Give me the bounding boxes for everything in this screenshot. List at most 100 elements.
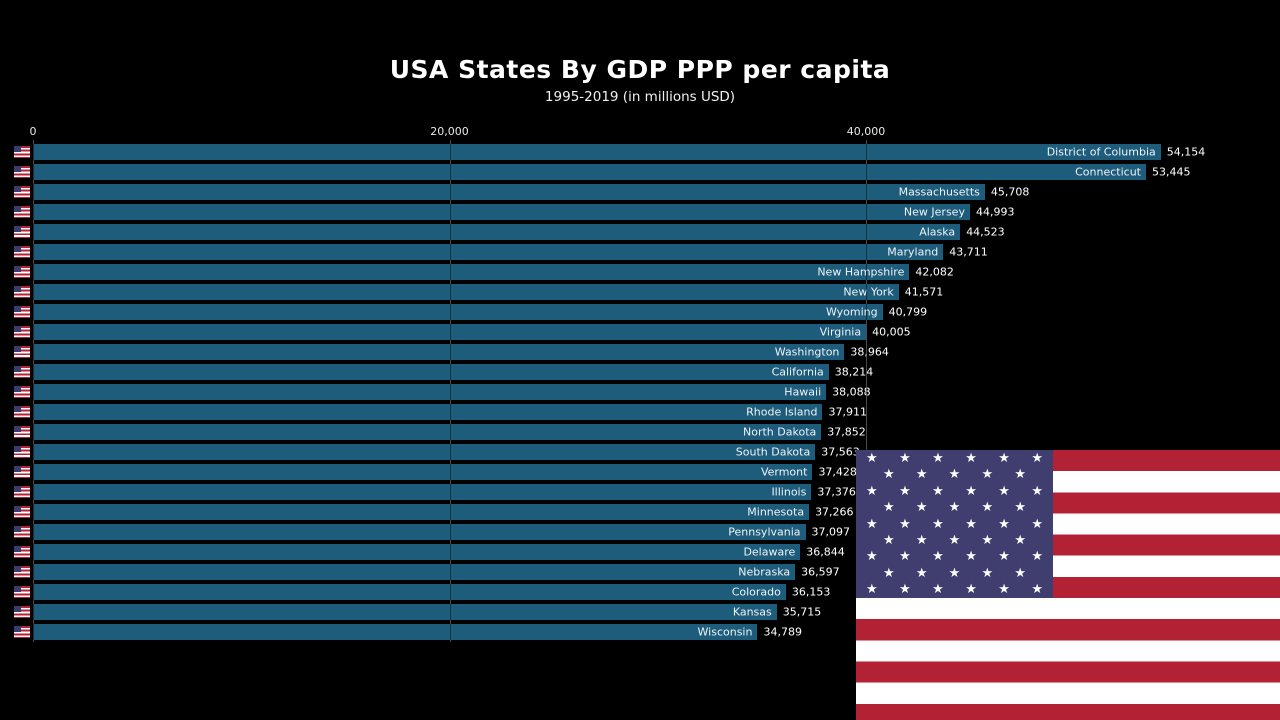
flag-canton-icon [14,346,21,352]
bar-category-label: Rhode Island [746,405,818,419]
bar-category-label: Virginia [819,325,862,339]
bar-value-label: 35,715 [782,605,822,619]
bar-row: South Dakota 37,563 [0,442,1280,462]
bar: Wyoming [33,304,883,320]
bar-category-label: Washington [774,345,840,359]
axis-tick-label: 40,000 [846,125,886,138]
star-icon: ★ [899,582,911,598]
bar-row: New Hampshire 42,082 [0,262,1280,282]
axis-tick-label: 20,000 [430,125,469,138]
flag-canton-icon [14,606,21,612]
star-icon: ★ [965,549,977,565]
star-icon: ★ [866,549,878,565]
star-icon: ★ [998,516,1010,532]
star-icon: ★ [899,450,911,466]
star-icon: ★ [883,532,895,548]
star-icon: ★ [1014,467,1026,483]
star-icon: ★ [981,532,994,548]
us-flag-icon [14,226,30,238]
bar: Pennsylvania [33,524,806,540]
bar-value-label: 37,911 [828,405,867,419]
flag-canton-icon [14,326,21,332]
bar: Alaska [33,224,961,240]
star-icon: ★ [866,582,878,598]
star-icon: ★ [981,565,994,581]
flag-canton-icon [14,386,21,392]
bar-value-label: 37,428 [818,465,857,479]
bar-value-label: 40,799 [888,305,928,319]
bar-value-label: 37,376 [817,485,856,499]
bar-row: District of Columbia 54,154 [0,142,1280,162]
us-flag-watermark: ★ ★ ★ ★ ★ ★ ★ ★ ★ ★ ★ ★ ★ ★ ★ ★ ★ ★ ★ ★ ★ ★ ★ ★ ★ ★ ★ ★ ★ ★ ★ ★ ★ ★ ★ ★ ★ ★ ★ ★… [856,450,1280,720]
bar: Illinois [33,484,812,500]
bar: Maryland [33,244,944,260]
bar-category-label: New Hampshire [817,265,905,279]
bar-row: Alaska 44,523 [0,222,1280,242]
bar-category-label: Kansas [732,605,772,619]
bar-value-label: 42,082 [915,265,954,279]
flag-canton-icon [14,506,21,512]
bar-row: Illinois 37,376 [0,482,1280,502]
us-flag-icon [14,366,30,378]
bar: Nebraska [33,564,796,580]
us-flag-icon [14,586,30,598]
star-icon: ★ [1031,549,1043,565]
us-flag-icon [14,246,30,258]
us-flag-icon [14,326,30,338]
flag-canton-icon [14,546,21,552]
star-icon: ★ [948,532,961,548]
star-icon: ★ [948,500,961,516]
flag-canton-icon [14,486,21,492]
us-flag-icon [14,506,30,518]
flag-canton-icon [14,246,21,252]
star-icon: ★ [965,582,977,598]
bar-value-label: 37,563 [821,445,860,459]
us-flag-icon [14,626,30,638]
bar-value-label: 38,088 [832,385,871,399]
flag-canton-icon [14,586,21,592]
bar: Colorado [33,584,786,600]
flag-star-row: ★ ★ ★ ★ ★ ★ [856,483,1053,499]
star-icon: ★ [965,516,977,532]
bar-category-label: Pennsylvania [728,525,801,539]
flag-canton-icon [14,466,21,472]
us-flag-icon [14,166,30,178]
bar-category-label: Wyoming [825,305,878,319]
bar-row: Wyoming 40,799 [0,302,1280,322]
bar-row: Rhode Island 37,911 [0,402,1280,422]
us-flag-icon [14,346,30,358]
bar: New York [33,284,899,300]
us-flag-icon [14,186,30,198]
bar-value-label: 44,523 [966,225,1005,239]
us-flag-icon [14,466,30,478]
star-icon: ★ [1031,516,1043,532]
bar-row: Pennsylvania 37,097 [0,522,1280,542]
star-icon: ★ [899,549,911,565]
star-icon: ★ [948,467,961,483]
flag-star-row: ★ ★ ★ ★ ★ [856,532,1053,548]
us-flag-icon [14,286,30,298]
bar-value-label: 44,993 [975,205,1015,219]
us-flag-icon [14,306,30,318]
gridline-overlay [33,140,34,642]
bar-value-label: 43,711 [949,245,988,259]
star-icon: ★ [883,565,895,581]
flag-star-row: ★ ★ ★ ★ ★ [856,499,1053,515]
us-flag-icon [14,566,30,578]
flag-canton-icon [14,406,21,412]
star-icon: ★ [1014,500,1026,516]
us-flag-icon [14,606,30,618]
bar-category-label: California [771,365,824,379]
star-icon: ★ [948,565,961,581]
axis-tick-label: 0 [29,125,37,138]
us-flag-icon [14,386,30,398]
bar: Hawaii [33,384,827,400]
bar: Kansas [33,604,777,620]
flag-canton-icon [14,446,21,452]
gridline-overlay [866,140,867,642]
flag-canton-icon [14,626,21,632]
bar: Wisconsin [33,624,758,640]
us-flag-icon [14,406,30,418]
star-icon: ★ [932,516,944,532]
bar-category-label: Illinois [771,485,807,499]
